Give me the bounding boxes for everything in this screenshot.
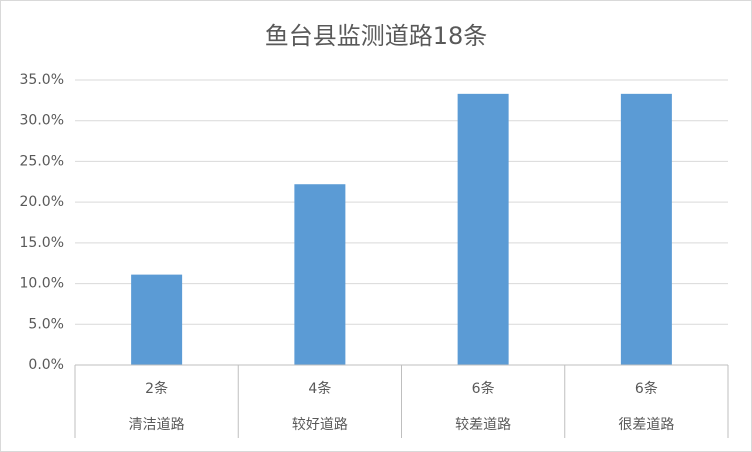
x-tick-count: 4条 bbox=[308, 380, 331, 397]
chart-title: 鱼台县监测道路18条 bbox=[265, 22, 488, 50]
bar bbox=[131, 274, 183, 365]
y-tick-label: 30.0% bbox=[20, 113, 64, 129]
y-tick-label: 5.0% bbox=[28, 316, 64, 332]
y-tick-label: 0.0% bbox=[28, 357, 64, 373]
x-tick-label: 较差道路 bbox=[455, 417, 511, 433]
bar bbox=[620, 93, 672, 365]
y-tick-label: 10.0% bbox=[20, 276, 64, 292]
bar bbox=[294, 184, 346, 365]
x-tick-label: 较好道路 bbox=[292, 417, 348, 433]
y-tick-label: 25.0% bbox=[20, 153, 64, 169]
x-tick-label: 很差道路 bbox=[618, 417, 674, 433]
y-tick-label: 35.0% bbox=[20, 72, 64, 88]
y-tick-label: 20.0% bbox=[20, 194, 64, 210]
bar bbox=[457, 93, 509, 365]
x-tick-count: 6条 bbox=[472, 380, 495, 397]
x-tick-count: 6条 bbox=[635, 380, 658, 397]
x-tick-count: 2条 bbox=[145, 380, 168, 397]
y-tick-label: 15.0% bbox=[20, 235, 64, 251]
x-tick-label: 清洁道路 bbox=[129, 417, 185, 433]
